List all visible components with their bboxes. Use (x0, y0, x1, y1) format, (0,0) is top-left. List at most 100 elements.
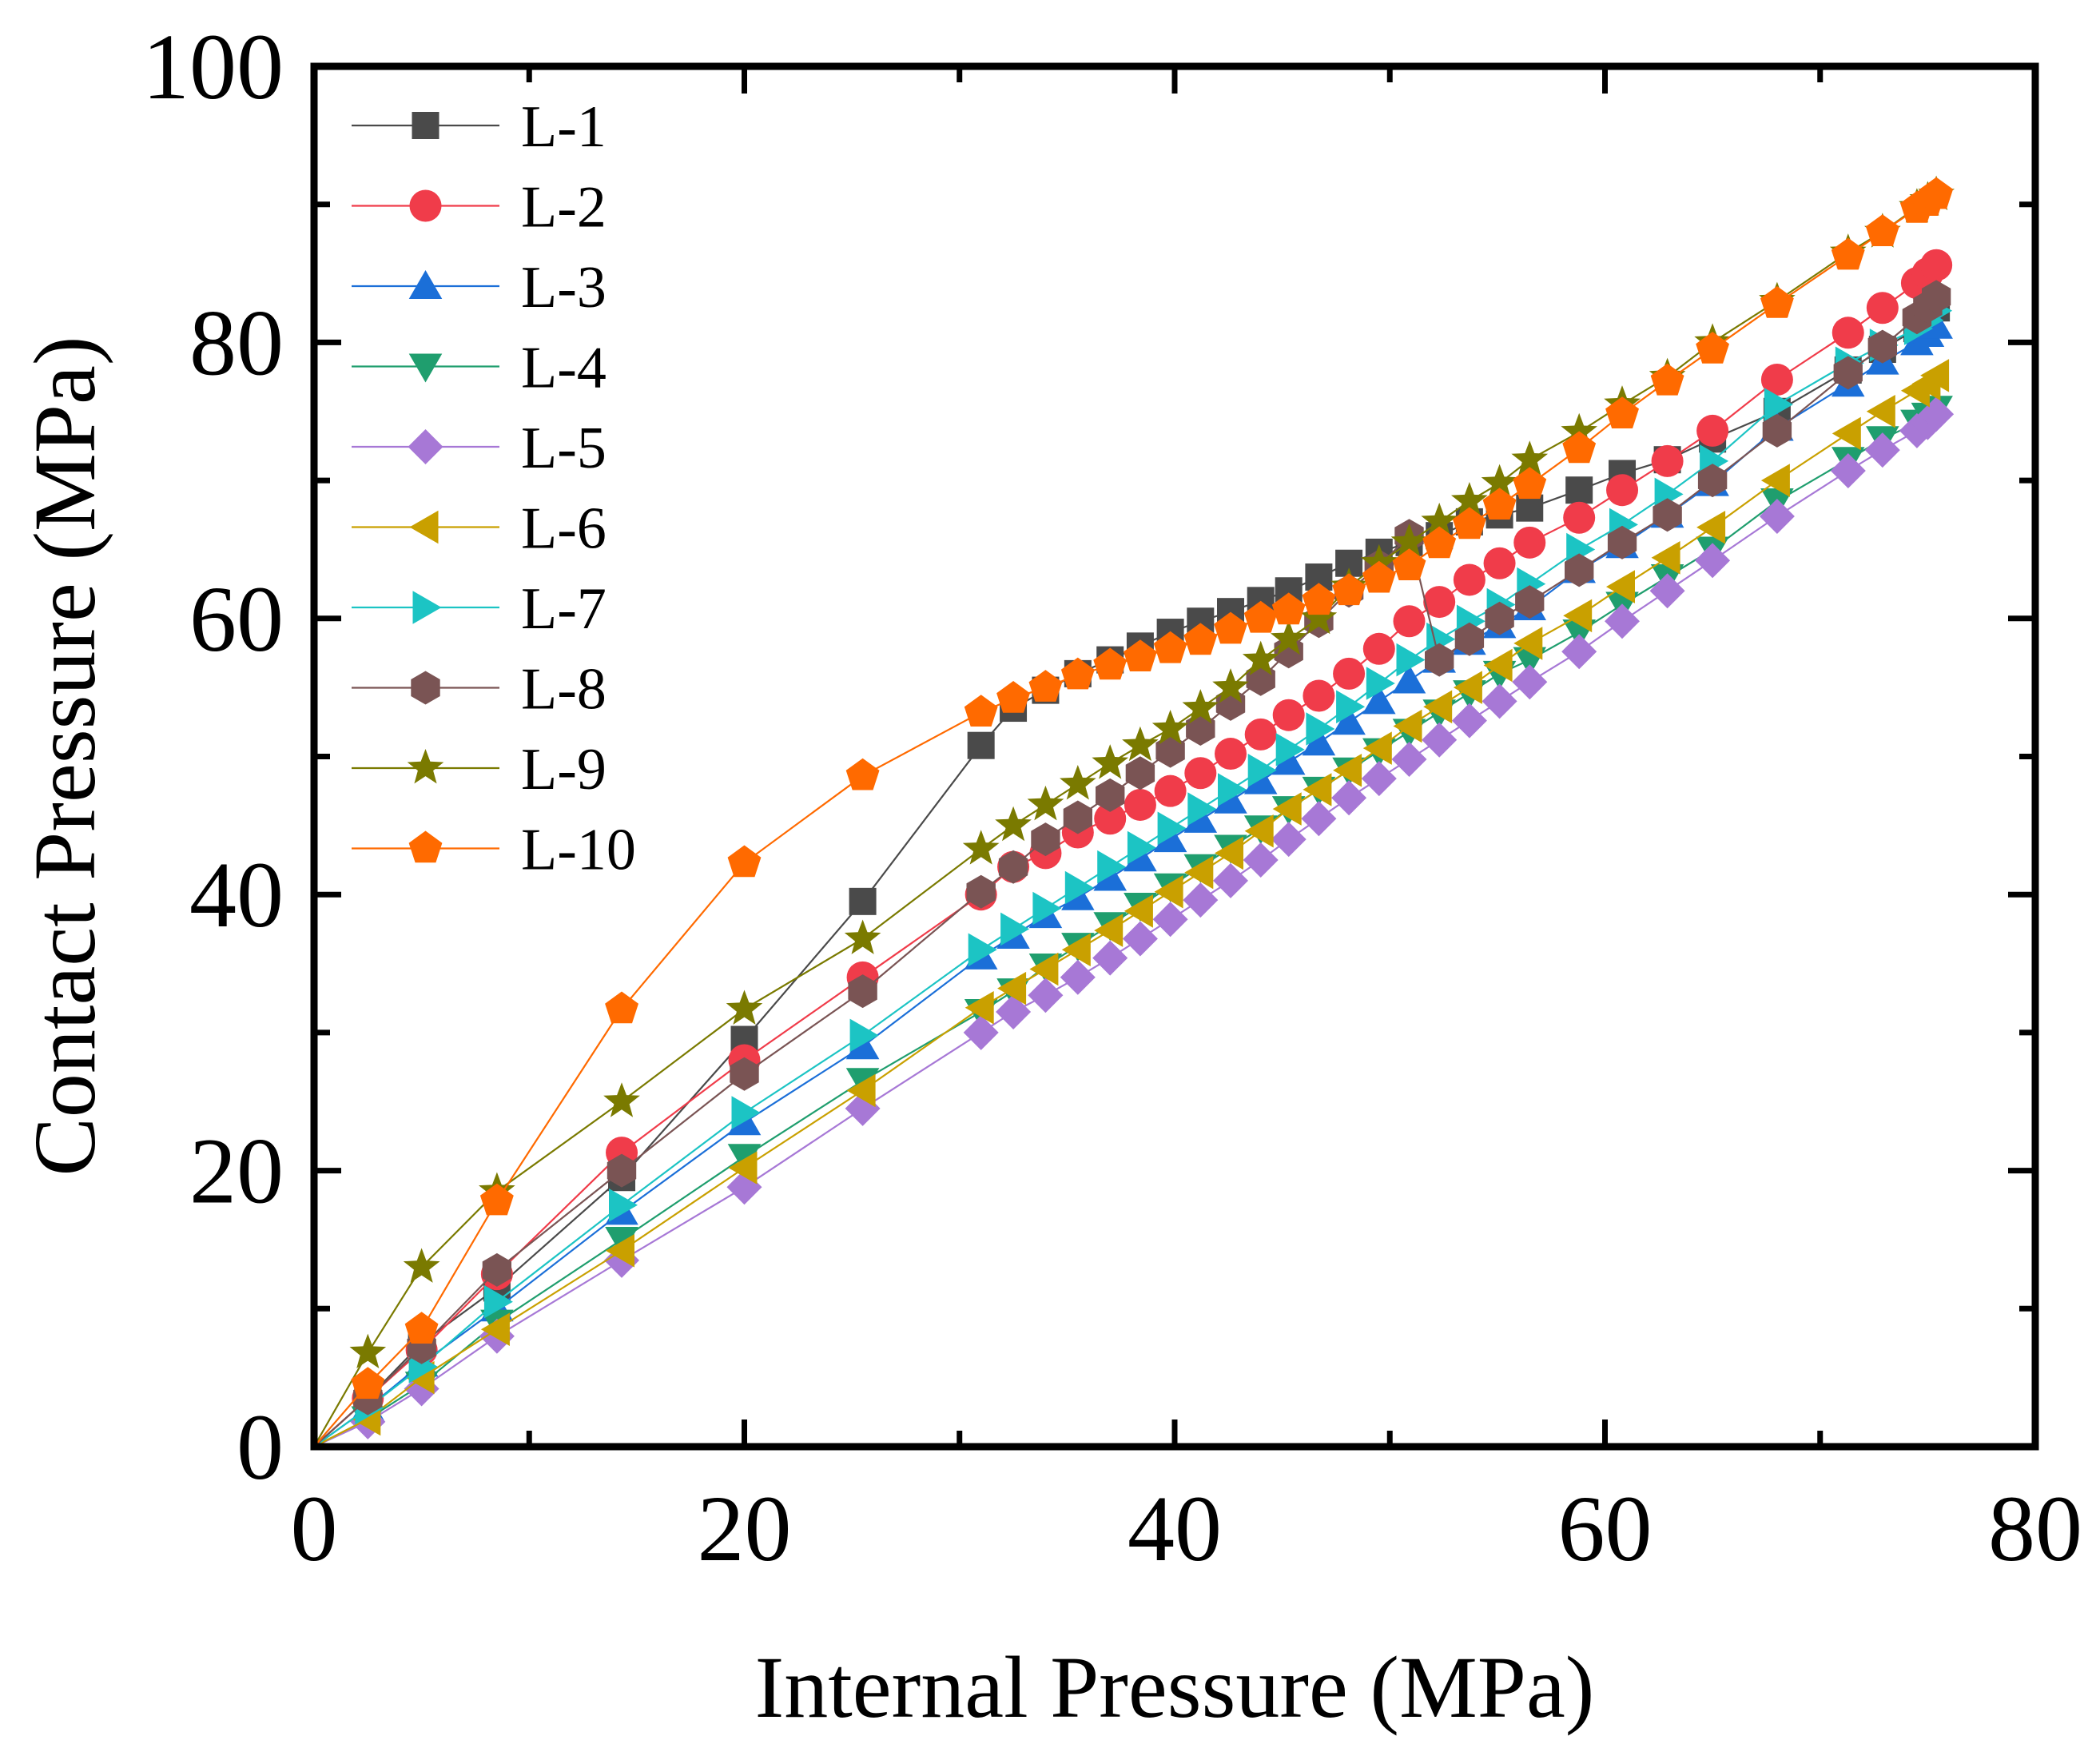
legend-item-L-7: L-7 (352, 576, 607, 642)
data-point-L-9 (1270, 619, 1307, 655)
legend-item-L-1: L-1 (352, 94, 607, 160)
data-point-L-8 (1867, 329, 1897, 364)
data-point-L-9 (962, 830, 1000, 865)
x-tick-label: 60 (1558, 1476, 1653, 1581)
data-point-L-7 (1336, 690, 1366, 724)
data-point-L-3 (1271, 746, 1306, 775)
data-point-L-3 (845, 1030, 880, 1060)
data-point-L-6 (1333, 754, 1362, 787)
data-point-L-6 (964, 991, 994, 1025)
series-L-10 (313, 177, 1954, 1447)
data-point-L-8 (1125, 756, 1155, 790)
data-point-L-10 (1060, 657, 1095, 690)
y-tick-label: 100 (142, 14, 284, 119)
data-point-L-10 (1422, 526, 1457, 559)
legend-label: L-1 (521, 94, 607, 160)
legend-marker (412, 112, 439, 139)
data-point-L-3 (1332, 706, 1366, 735)
data-point-L-6 (1696, 511, 1726, 544)
series-line-L-7 (313, 309, 1937, 1447)
data-point-L-8 (482, 1252, 511, 1287)
data-point-L-2 (1094, 802, 1127, 835)
data-point-L-6 (1303, 773, 1332, 806)
data-point-L-2 (1606, 474, 1639, 507)
data-point-L-5 (1122, 921, 1158, 957)
legend-marker (408, 353, 443, 383)
data-point-L-6 (1513, 627, 1543, 660)
legend-item-L-4: L-4 (352, 336, 607, 401)
data-point-L-10 (1865, 214, 1899, 246)
data-point-L-4 (727, 1144, 762, 1173)
data-point-L-3 (1362, 685, 1396, 715)
data-point-L-5 (963, 1014, 999, 1050)
data-point-L-9 (1300, 599, 1338, 635)
data-point-L-10 (1696, 332, 1729, 364)
data-point-L-6 (480, 1312, 510, 1346)
data-point-L-8 (1031, 822, 1060, 857)
legend-label: L-9 (521, 737, 607, 802)
data-point-L-7 (1764, 388, 1793, 421)
data-point-L-6 (1832, 416, 1861, 451)
data-point-L-2 (1920, 249, 1953, 281)
data-point-L-10 (1243, 600, 1278, 633)
data-point-L-10 (1760, 286, 1794, 318)
data-point-L-10 (1302, 583, 1336, 615)
y-axis-title: Contact Pressure (MPa) (16, 336, 113, 1177)
data-point-L-3 (1153, 823, 1187, 853)
data-point-L-9 (844, 919, 881, 954)
data-point-L-9 (1151, 710, 1189, 745)
x-tick-label: 80 (1988, 1476, 2082, 1581)
data-point-L-6 (1606, 570, 1635, 603)
data-point-L-2 (1832, 317, 1864, 349)
data-point-L-8 (1607, 525, 1637, 559)
data-point-L-10 (1513, 467, 1547, 500)
data-point-L-10 (1562, 431, 1597, 464)
legend-item-L-8: L-8 (352, 657, 607, 723)
data-point-L-8 (1697, 464, 1728, 498)
data-point-L-5 (1301, 801, 1337, 837)
data-point-L-6 (1866, 395, 1895, 428)
data-point-L-2 (1244, 718, 1277, 751)
legend-item-L-3: L-3 (352, 255, 607, 321)
data-point-L-5 (1451, 703, 1487, 739)
data-point-L-5 (1561, 634, 1597, 670)
data-point-L-6 (1124, 894, 1153, 928)
data-point-L-7 (483, 1284, 513, 1319)
data-point-L-5 (1060, 959, 1096, 995)
data-point-L-7 (1366, 667, 1395, 700)
data-point-L-10 (1153, 631, 1187, 663)
series-line-L-9 (313, 193, 1937, 1447)
data-point-L-9 (1122, 726, 1159, 762)
data-point-L-3 (1214, 784, 1247, 814)
data-point-L-5 (1152, 902, 1188, 938)
data-point-L-2 (1866, 292, 1899, 325)
data-point-L-8 (848, 974, 877, 1009)
data-point-L-4 (605, 1227, 638, 1256)
data-point-L-9 (726, 989, 763, 1025)
data-point-L-2 (1184, 757, 1217, 790)
data-point-L-5 (1331, 780, 1367, 816)
data-point-L-5 (1092, 940, 1128, 976)
data-point-L-6 (1244, 814, 1274, 848)
legend-label: L-7 (521, 576, 607, 642)
legend-item-L-2: L-2 (352, 175, 607, 241)
data-point-L-8 (1833, 356, 1863, 390)
data-point-L-6 (1362, 731, 1392, 765)
data-point-L-3 (1243, 765, 1278, 794)
data-point-L-6 (997, 971, 1027, 1005)
data-point-L-6 (1184, 855, 1214, 890)
data-point-L-2 (1154, 774, 1187, 807)
data-point-L-7 (1275, 733, 1305, 766)
data-point-L-5 (1271, 822, 1307, 858)
x-axis-title: Internal Pressure (MPa) (755, 1638, 1595, 1736)
data-point-L-8 (1425, 643, 1454, 677)
data-point-L-6 (606, 1234, 634, 1268)
data-point-L-1 (1565, 476, 1593, 504)
data-point-L-7 (1000, 912, 1030, 946)
legend-marker (409, 189, 442, 222)
data-point-L-9 (1561, 412, 1597, 448)
data-point-L-8 (1762, 413, 1792, 448)
data-point-L-10 (1831, 237, 1865, 270)
data-point-L-2 (1393, 605, 1426, 638)
data-point-L-5 (1183, 882, 1219, 918)
